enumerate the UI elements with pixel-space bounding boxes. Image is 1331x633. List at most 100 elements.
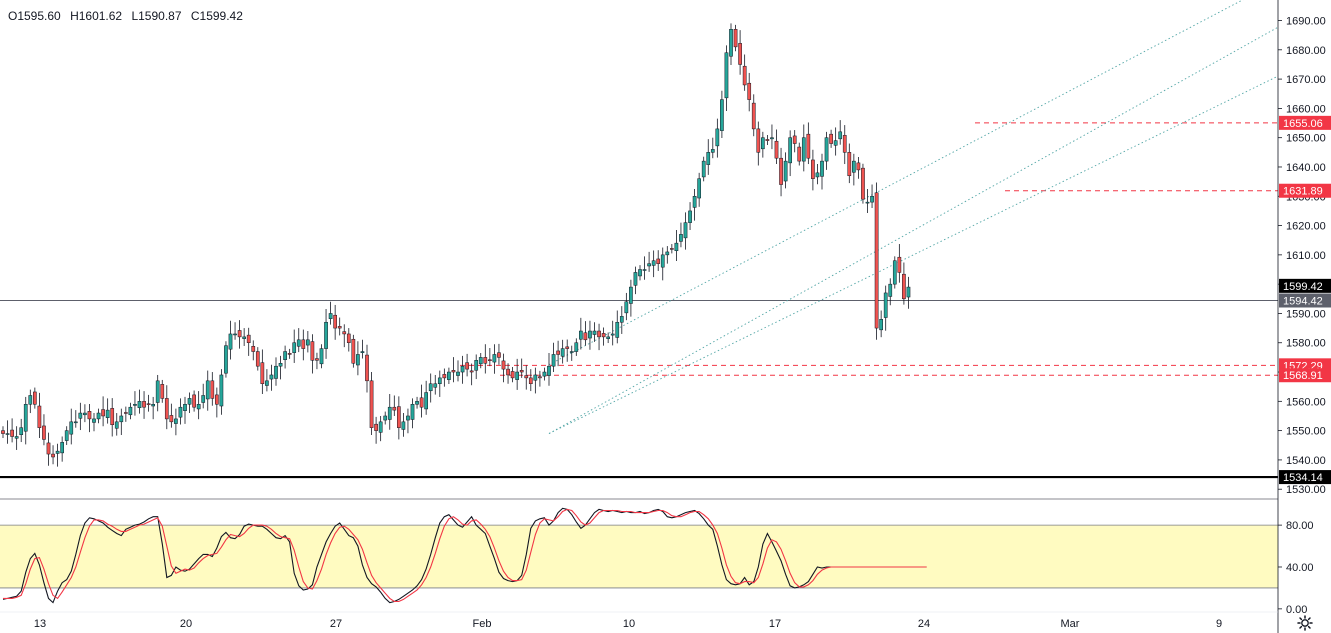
candle[interactable] (360, 339, 365, 359)
candle[interactable] (128, 402, 133, 420)
candle[interactable] (892, 256, 897, 289)
candle[interactable] (701, 156, 706, 182)
candle[interactable] (474, 354, 479, 380)
candle[interactable] (228, 320, 233, 360)
candle[interactable] (770, 124, 774, 150)
candle[interactable] (715, 118, 720, 158)
candle[interactable] (820, 153, 824, 190)
candle[interactable] (506, 363, 510, 384)
candle[interactable] (579, 317, 583, 350)
candle[interactable] (774, 129, 779, 165)
candle[interactable] (274, 357, 278, 386)
candle[interactable] (588, 320, 592, 350)
candle[interactable] (114, 413, 119, 436)
candle[interactable] (524, 365, 529, 390)
candle[interactable] (78, 402, 83, 431)
candle[interactable] (815, 164, 820, 185)
candle[interactable] (547, 352, 551, 386)
candle[interactable] (428, 373, 433, 403)
candle[interactable] (510, 367, 515, 383)
candle[interactable] (829, 129, 833, 148)
candle[interactable] (865, 188, 870, 213)
candle[interactable] (538, 370, 542, 387)
candle[interactable] (365, 344, 369, 393)
candle[interactable] (806, 122, 811, 165)
candle[interactable] (269, 364, 274, 391)
candle[interactable] (124, 406, 128, 422)
candle[interactable] (183, 396, 187, 424)
candle[interactable] (674, 229, 679, 262)
candle[interactable] (315, 352, 319, 370)
candle[interactable] (483, 344, 488, 374)
candle[interactable] (733, 24, 738, 52)
candle[interactable] (542, 367, 547, 381)
candle[interactable] (96, 408, 101, 424)
candle[interactable] (683, 212, 688, 250)
candle[interactable] (201, 383, 206, 409)
candle[interactable] (615, 310, 620, 344)
candle[interactable] (283, 345, 287, 369)
candle[interactable] (519, 358, 524, 378)
candle[interactable] (456, 360, 460, 382)
candle[interactable] (574, 338, 579, 356)
candle[interactable] (747, 72, 752, 112)
candle[interactable] (46, 432, 51, 466)
candle[interactable] (583, 321, 588, 346)
candle[interactable] (187, 392, 192, 414)
candle[interactable] (346, 328, 351, 352)
candle[interactable] (551, 342, 556, 373)
candle[interactable] (374, 416, 378, 444)
candle[interactable] (879, 310, 883, 338)
candle[interactable] (692, 188, 697, 221)
candle[interactable] (255, 347, 260, 371)
candle[interactable] (565, 339, 570, 362)
candle[interactable] (169, 403, 174, 428)
candle[interactable] (533, 367, 538, 394)
candle[interactable] (842, 125, 847, 165)
candle[interactable] (724, 45, 729, 112)
candle[interactable] (333, 304, 337, 340)
candle[interactable] (861, 163, 865, 204)
candle[interactable] (437, 370, 442, 397)
candle[interactable] (569, 345, 574, 361)
candle[interactable] (788, 130, 792, 177)
candle[interactable] (460, 355, 465, 384)
candle[interactable] (5, 420, 10, 444)
candle[interactable] (888, 278, 893, 306)
candle[interactable] (902, 262, 906, 305)
candle[interactable] (196, 391, 201, 420)
candle[interactable] (601, 327, 606, 346)
candle[interactable] (679, 222, 683, 248)
candle[interactable] (383, 411, 388, 425)
candle[interactable] (779, 147, 783, 197)
candle[interactable] (119, 408, 124, 436)
candle[interactable] (87, 403, 92, 433)
candle[interactable] (324, 309, 328, 359)
candle[interactable] (51, 445, 55, 465)
candle[interactable] (697, 172, 701, 207)
candle[interactable] (642, 256, 647, 280)
candle[interactable] (178, 398, 183, 425)
candle[interactable] (306, 331, 310, 353)
candle[interactable] (19, 418, 24, 443)
candle[interactable] (883, 285, 888, 331)
candle[interactable] (60, 436, 64, 462)
candle[interactable] (155, 374, 160, 412)
candle[interactable] (246, 327, 251, 356)
candle[interactable] (710, 137, 715, 159)
candle[interactable] (387, 394, 392, 430)
candle[interactable] (751, 94, 756, 137)
candle[interactable] (146, 394, 151, 412)
candle[interactable] (651, 250, 656, 278)
candle[interactable] (351, 334, 356, 368)
candle[interactable] (369, 372, 374, 436)
candle[interactable] (670, 244, 674, 254)
candle[interactable] (465, 353, 469, 377)
candle[interactable] (296, 328, 301, 353)
candle[interactable] (638, 265, 642, 281)
candle[interactable] (852, 153, 856, 186)
candle[interactable] (397, 396, 401, 440)
candle[interactable] (23, 396, 28, 445)
candle[interactable] (838, 120, 843, 145)
candle[interactable] (28, 389, 33, 414)
